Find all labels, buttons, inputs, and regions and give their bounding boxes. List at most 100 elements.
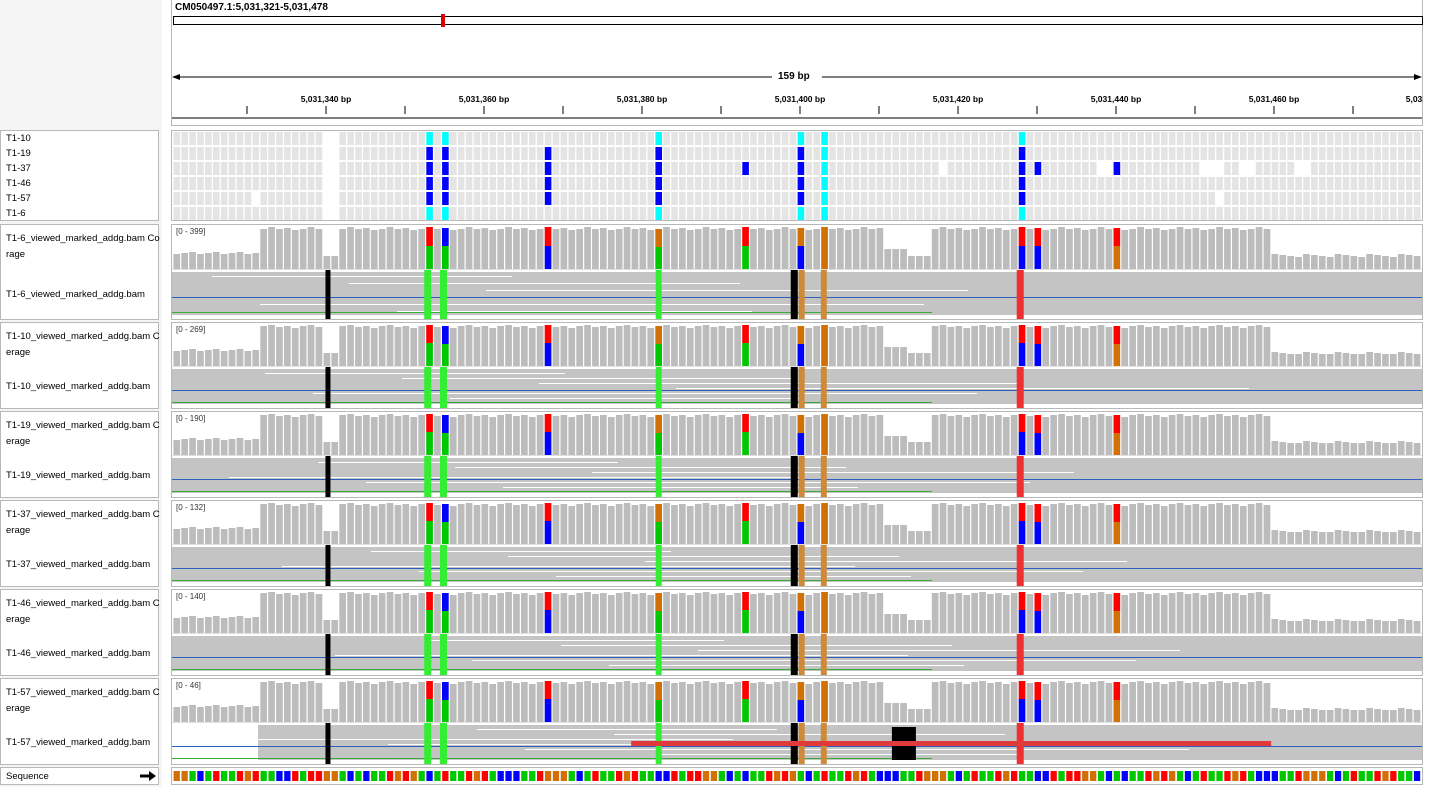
coverage-bar <box>1002 230 1010 269</box>
coverage-bar <box>197 254 204 269</box>
sample-name[interactable]: T1-57 <box>6 193 31 204</box>
genotype-cell <box>1034 162 1042 175</box>
alignment-track-name[interactable]: T1-57_viewed_marked_addg.bam <box>6 737 151 748</box>
coverage-track-name[interactable]: T1-37_viewed_marked_addg.bam C <box>6 509 160 520</box>
genotype-cell <box>1003 177 1010 190</box>
genotype-cell <box>315 147 323 160</box>
coverage-track-name[interactable]: T1-57_viewed_marked_addg.bam C <box>6 687 160 698</box>
alignment-track-name[interactable]: T1-37_viewed_marked_addg.bam <box>6 559 151 570</box>
coverage-and-reads-t1-19[interactable] <box>172 412 1422 497</box>
coverage-bar <box>173 618 181 633</box>
sample-name[interactable]: T1-46 <box>6 178 31 189</box>
coverage-snp-bar <box>821 681 828 699</box>
coverage-bar <box>528 506 536 544</box>
track-panel-t1-10[interactable]: [0 - 269] <box>171 322 1423 409</box>
coverage-bar <box>765 417 773 455</box>
genotype-cell <box>837 177 844 190</box>
sequence-base <box>750 771 757 781</box>
genotype-cell <box>947 147 955 160</box>
genotype-cell <box>1398 207 1405 220</box>
genotype-cell <box>205 192 212 205</box>
genotype-cell <box>1366 177 1373 190</box>
reference-sequence[interactable] <box>172 768 1422 784</box>
sample-name[interactable]: T1-10 <box>6 133 31 144</box>
sample-name[interactable]: T1-6 <box>6 208 26 219</box>
track-names-t1-10: T1-10_viewed_marked_addg.bam C erage T1-… <box>0 322 160 409</box>
sample-name[interactable]: T1-19 <box>6 148 31 159</box>
sequence-base <box>379 771 386 781</box>
coverage-bar <box>244 440 252 455</box>
coverage-bar <box>813 682 820 722</box>
track-panel-t1-57[interactable]: [0 - 46] <box>171 678 1423 765</box>
genotype-cell <box>260 132 267 145</box>
genotype-cell <box>418 177 425 190</box>
coverage-and-reads-t1-6[interactable] <box>172 225 1422 319</box>
coverage-bar <box>718 415 726 455</box>
coverage-bar <box>884 525 892 544</box>
genotype-cell <box>1374 132 1381 145</box>
track-panel-t1-19[interactable]: [0 - 190] <box>171 411 1423 498</box>
genotype-cell <box>1319 192 1326 205</box>
sequence-base <box>726 771 733 781</box>
sequence-base <box>1058 771 1065 781</box>
forward-arrow-icon[interactable] <box>140 771 156 781</box>
coverage-bar <box>552 594 560 633</box>
alignment-track-name[interactable]: T1-10_viewed_marked_addg.bam <box>6 381 151 392</box>
genotype-cell <box>718 132 726 145</box>
genotype-cell <box>947 177 955 190</box>
coverage-bar <box>260 593 267 633</box>
genotype-cell <box>773 162 781 175</box>
genotype-grid[interactable] <box>172 131 1422 220</box>
coverage-and-reads-t1-37[interactable] <box>172 501 1422 586</box>
genotype-cell <box>750 177 757 190</box>
sequence-label[interactable]: Sequence <box>6 771 49 782</box>
genotype-cell <box>1129 132 1136 145</box>
coverage-track-name[interactable]: T1-6_viewed_marked_addg.bam Co <box>6 233 160 244</box>
coverage-bar <box>734 593 741 633</box>
genotype-cell <box>544 147 552 160</box>
coverage-bar <box>623 414 631 455</box>
coverage-bar <box>947 683 955 722</box>
coverage-bar <box>1002 684 1010 722</box>
coverage-and-reads-t1-46[interactable] <box>172 590 1422 675</box>
coverage-and-reads-t1-57[interactable] <box>172 679 1422 764</box>
ruler-panel[interactable]: CM050497.1:5,031,321-5,031,478 159 bp 5,… <box>171 0 1423 126</box>
genotype-cell <box>1208 177 1215 190</box>
alignment-track-name[interactable]: T1-6_viewed_marked_addg.bam <box>6 289 145 300</box>
genotype-cell <box>1074 177 1081 190</box>
coverage-track-name[interactable]: T1-10_viewed_marked_addg.bam C <box>6 331 160 342</box>
coverage-bar <box>228 706 236 722</box>
coverage-bar <box>473 229 481 269</box>
coverage-bar <box>837 682 844 722</box>
alignment-track-name[interactable]: T1-46_viewed_marked_addg.bam <box>6 648 151 659</box>
chromosome-ideogram[interactable] <box>173 16 1423 25</box>
coverage-track-name[interactable]: T1-19_viewed_marked_addg.bam C <box>6 420 160 431</box>
genotype-cell <box>1382 147 1389 160</box>
alignment-track-name[interactable]: T1-19_viewed_marked_addg.bam <box>6 470 151 481</box>
coverage-track-name[interactable]: T1-46_viewed_marked_addg.bam C <box>6 598 160 609</box>
coverage-bar <box>1326 443 1334 455</box>
coverage-bar <box>1050 229 1057 269</box>
genotype-cell <box>536 132 544 145</box>
variant-genotype-panel[interactable] <box>171 130 1423 221</box>
coverage-bar <box>568 595 576 633</box>
genotype-cell <box>1058 162 1065 175</box>
genotype-cell <box>1240 132 1247 145</box>
sample-name[interactable]: T1-37 <box>6 163 31 174</box>
coverage-bar <box>205 253 212 269</box>
genotype-cell <box>1050 192 1057 205</box>
coverage-bar <box>584 592 591 633</box>
coverage-bar <box>465 503 473 544</box>
genotype-cell <box>228 177 236 190</box>
coverage-bar <box>1255 681 1263 722</box>
track-panel-t1-37[interactable]: [0 - 132] <box>171 500 1423 587</box>
sequence-track[interactable] <box>171 767 1423 785</box>
coverage-and-reads-t1-10[interactable] <box>172 323 1422 408</box>
coverage-bar <box>331 442 339 455</box>
genotype-cell <box>639 177 647 190</box>
genotype-cell <box>1145 177 1152 190</box>
track-panel-t1-6[interactable]: [0 - 399] <box>171 224 1423 320</box>
track-panel-t1-46[interactable]: [0 - 140] <box>171 589 1423 676</box>
genotype-cell <box>481 162 489 175</box>
genotype-cell <box>465 207 473 220</box>
